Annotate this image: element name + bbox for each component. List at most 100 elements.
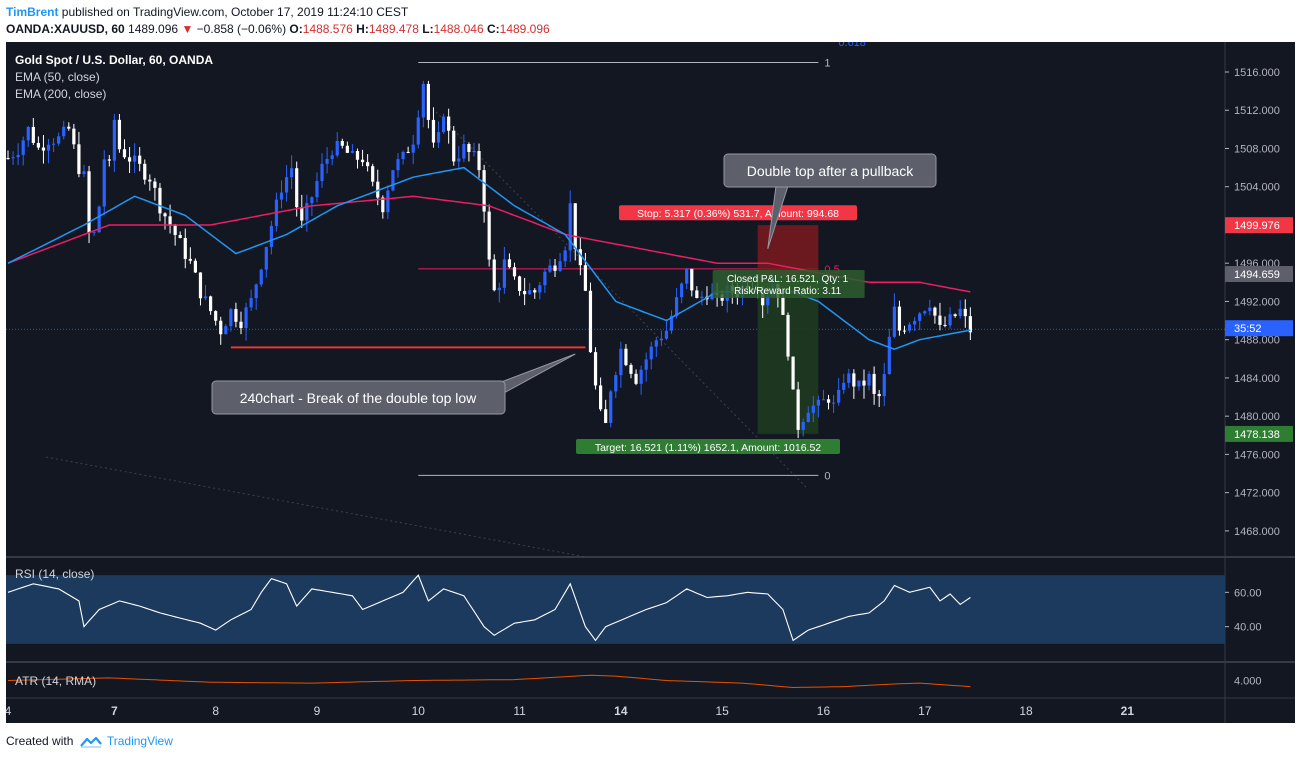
last-price: 1489.096 (128, 22, 179, 36)
candle-body (583, 265, 588, 291)
candle-body (97, 206, 101, 233)
candle-body (553, 265, 557, 271)
candle-body (203, 296, 208, 299)
candle-body (305, 203, 309, 221)
callout-text: 240chart - Break of the double top low (240, 390, 477, 406)
tradingview-logo-icon (79, 736, 102, 748)
stop-label-bg (619, 205, 858, 221)
chart-area[interactable]: 1516.0001512.0001508.0001504.0001500.000… (6, 42, 1295, 723)
candle-body (659, 338, 663, 341)
candle-body (310, 197, 314, 204)
candle-body (816, 399, 820, 406)
y-tick-label: 1512.000 (1234, 105, 1280, 117)
candle-body (67, 126, 71, 129)
open-value: 1488.576 (302, 22, 353, 36)
candle-body (335, 140, 339, 156)
y-tick-label: 1504.000 (1234, 182, 1280, 194)
candle-body (548, 265, 552, 272)
candle-body (487, 211, 491, 260)
candle-body (948, 314, 952, 326)
candle-body (46, 144, 51, 151)
candle-body (366, 162, 370, 167)
candle-body (507, 259, 512, 268)
ohlc-line: OANDA:XAUUSD, 60 1489.096 ▼ −0.858 (−0.0… (6, 22, 550, 36)
candle-body (102, 159, 106, 207)
rsi-legend: RSI (14, close) (15, 567, 94, 581)
x-tick-label: 7 (111, 704, 118, 718)
candle-body (923, 311, 927, 314)
candle-body (568, 203, 572, 251)
candle-body (654, 340, 658, 347)
candle-body (320, 163, 324, 182)
legend-entry: Gold Spot / U.S. Dollar, 60, OANDA (15, 53, 213, 67)
candle-body (872, 373, 876, 394)
tradingview-link[interactable]: TradingView (106, 734, 173, 748)
y-tick-label: 1516.000 (1234, 67, 1280, 79)
callout-text: Double top after a pullback (747, 163, 915, 179)
candle-body (193, 260, 198, 273)
candle-body (92, 232, 96, 234)
stop-label: Stop: 5.317 (0.36%) 531.7, Amount: 994.6… (637, 208, 839, 220)
candle-body (117, 119, 122, 150)
low-label: L: (422, 22, 434, 36)
candle-body (472, 150, 476, 152)
candle-body (700, 296, 704, 299)
candle-body (386, 190, 390, 213)
candle-body (269, 225, 273, 248)
author-link[interactable]: TimBrent (6, 5, 59, 19)
atr-tick-label: 4.000 (1234, 676, 1262, 688)
candle-body (360, 159, 365, 163)
candle-body (477, 150, 481, 171)
candle-body (614, 375, 618, 392)
candle-body (690, 268, 694, 291)
callout-box (723, 153, 937, 188)
candle-body (21, 140, 25, 155)
candle-body (837, 389, 841, 403)
candle-body (198, 272, 203, 299)
down-arrow-icon: ▼ (181, 22, 194, 36)
x-tick-label: 21 (1121, 704, 1135, 718)
candle-body (619, 348, 623, 376)
candle-body (811, 405, 815, 413)
candle-body (892, 306, 896, 337)
candle-body (918, 313, 922, 321)
x-tick-label: 15 (715, 704, 729, 718)
candle-body (882, 374, 886, 397)
x-tick-label: 11 (513, 704, 526, 718)
candle-body (183, 238, 187, 259)
candle-body (51, 143, 56, 145)
candle-body (593, 352, 598, 386)
countdown-tag: 35:52 (1234, 323, 1262, 335)
candle-body (796, 389, 800, 430)
candle-body (163, 213, 167, 217)
candle-body (862, 380, 866, 386)
y-tick-label: 1484.000 (1234, 373, 1280, 385)
candle-body (907, 324, 912, 331)
x-tick-label: 9 (314, 704, 321, 718)
candle-body (148, 179, 152, 182)
publish-line: TimBrent published on TradingView.com, O… (6, 5, 408, 19)
candle-body (264, 247, 268, 270)
candle-body (62, 126, 66, 137)
rsi-band (6, 575, 1225, 644)
candle-body (943, 324, 947, 326)
publish-info: published on TradingView.com, October 17… (61, 5, 409, 19)
candle-body (609, 391, 613, 423)
candle-body (441, 116, 446, 133)
fib-top-label: 0.618 (838, 42, 866, 49)
candle-body (229, 309, 233, 327)
candle-body (867, 373, 871, 386)
candle-body (436, 132, 441, 143)
chart-canvas[interactable]: 1516.0001512.0001508.0001504.0001500.000… (6, 42, 1295, 723)
candle-body (345, 145, 349, 153)
candle-body (857, 380, 861, 387)
candle-body (168, 216, 172, 226)
y-tick-label: 1468.000 (1234, 526, 1280, 538)
candle-body (842, 382, 846, 390)
fib-level-label: 1 (824, 57, 830, 69)
candle-body (224, 326, 228, 335)
candle-body (391, 170, 395, 191)
candle-body (431, 119, 436, 143)
candle-body (234, 309, 238, 322)
candle-body (558, 261, 562, 271)
